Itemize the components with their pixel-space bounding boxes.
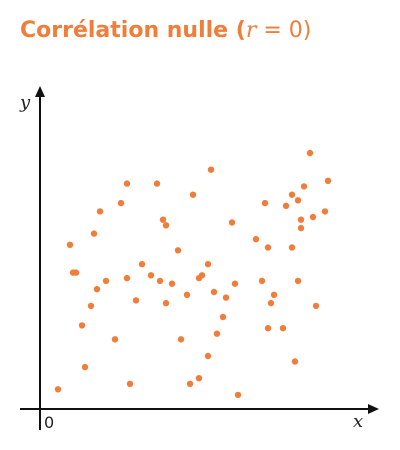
scatter-point [177, 336, 185, 343]
scatter-point [219, 313, 227, 321]
scatter-point [162, 299, 170, 307]
scatter-point [264, 244, 272, 251]
scatter-point [294, 277, 302, 285]
scatter-point [306, 149, 314, 157]
scatter-point [198, 272, 206, 279]
scatter-point [234, 391, 242, 399]
scatter-point [204, 261, 212, 268]
scatter-point [81, 363, 89, 371]
scatter-point [153, 180, 161, 187]
scatter-point [264, 325, 272, 332]
scatter-point [189, 191, 197, 198]
scatter-point [228, 219, 236, 226]
data-points [54, 149, 332, 399]
scatter-point [204, 352, 212, 360]
scatter-point [291, 358, 299, 365]
x-axis-arrow [368, 404, 379, 414]
chart-title: Corrélation nulle (r = 0) [20, 18, 311, 43]
scatter-point [279, 325, 287, 332]
scatter-point [321, 208, 329, 215]
scatter-point [96, 208, 104, 215]
scatter-point [126, 380, 134, 387]
scatter-point [138, 261, 146, 268]
scatter-point [147, 272, 155, 279]
y-axis-arrow [35, 86, 45, 97]
origin-label: 0 [44, 413, 54, 432]
scatter-point [270, 291, 278, 298]
scatter-point [93, 286, 101, 293]
y-axis-label: y [19, 92, 31, 113]
scatter-point [123, 180, 131, 187]
scatter-point [282, 202, 290, 209]
scatter-point [222, 294, 230, 301]
scatter-point [210, 288, 218, 296]
scatter-point [324, 177, 332, 184]
scatter-point [186, 380, 194, 387]
scatter-point [117, 199, 125, 207]
scatter-point [54, 386, 62, 393]
scatter-point [69, 269, 77, 276]
scatter-point [231, 280, 239, 287]
scatter-point [294, 197, 302, 204]
chart-title-main: Corrélation nulle ( [20, 18, 246, 43]
scatter-point [174, 247, 182, 254]
scatter-point [207, 166, 215, 173]
axes: y x 0 [19, 86, 379, 432]
scatter-point [300, 183, 308, 190]
scatter-point [258, 277, 266, 285]
scatter-point [159, 216, 167, 223]
scatter-point [87, 302, 95, 310]
scatter-point [297, 224, 305, 232]
scatter-point [123, 274, 131, 282]
scatter-point [252, 236, 260, 243]
scatter-point [261, 199, 269, 207]
scatter-point [267, 299, 275, 307]
scatter-point [297, 216, 305, 223]
scatter-point [168, 280, 176, 287]
scatter-point [132, 297, 140, 304]
scatter-point [66, 241, 74, 248]
scatter-point [288, 244, 296, 251]
scatter-point [156, 277, 164, 285]
scatter-point [90, 230, 98, 237]
scatter-point [162, 222, 170, 229]
x-axis-label: x [353, 411, 363, 432]
scatter-point [78, 322, 86, 329]
scatter-point [183, 291, 191, 298]
scatter-point [309, 213, 317, 221]
scatter-point [213, 330, 221, 337]
scatter-point [288, 191, 296, 198]
scatter-point [312, 302, 320, 310]
chart-title-variable: r [245, 18, 257, 43]
scatter-point [195, 375, 203, 382]
scatter-point [111, 336, 119, 343]
chart-title-rest: = 0) [256, 18, 312, 43]
scatter-point [102, 277, 110, 285]
